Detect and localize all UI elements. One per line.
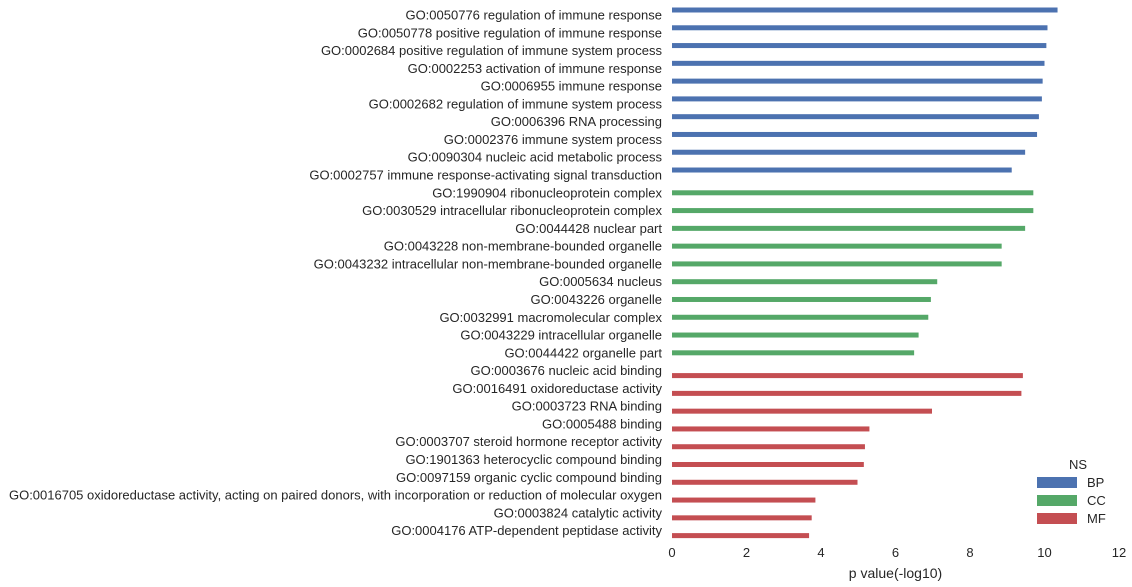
legend-title: NS	[1069, 457, 1087, 472]
bar-bp	[672, 43, 1047, 49]
legend-label-cc: CC	[1087, 493, 1106, 508]
category-label: GO:0005488 binding	[542, 416, 662, 431]
category-label: GO:0002757 immune response-activating si…	[309, 168, 662, 183]
bar-mf	[672, 533, 810, 539]
category-label: GO:0043229 intracellular organelle	[460, 328, 662, 343]
category-label: GO:0003676 nucleic acid binding	[470, 363, 662, 378]
bar-bp	[672, 114, 1039, 120]
bar-cc	[672, 225, 1026, 231]
category-label: GO:0044422 organelle part	[504, 345, 662, 360]
category-label: GO:0002376 immune system process	[444, 132, 663, 147]
category-label: GO:0006955 immune response	[481, 79, 662, 94]
legend-label-mf: MF	[1087, 511, 1106, 526]
bar-bp	[672, 131, 1038, 137]
bar-cc	[672, 314, 929, 320]
bar-cc	[672, 332, 919, 338]
x-tick-label: 10	[1037, 545, 1051, 560]
category-label: GO:1990904 ribonucleoprotein complex	[432, 185, 662, 200]
x-tick-label: 4	[817, 545, 824, 560]
category-label: GO:1901363 heterocyclic compound binding	[405, 452, 662, 467]
category-label: GO:0002684 positive regulation of immune…	[321, 43, 663, 58]
bar-mf	[672, 515, 812, 521]
category-label: GO:0044428 nuclear part	[515, 221, 662, 236]
category-label: GO:0003723 RNA binding	[512, 399, 662, 414]
bar-mf	[672, 390, 1022, 396]
x-tick-label: 12	[1112, 545, 1126, 560]
x-tick-label: 2	[743, 545, 750, 560]
bar-cc	[672, 190, 1034, 196]
category-label: GO:0043232 intracellular non-membrane-bo…	[314, 256, 662, 271]
x-tick-label: 8	[966, 545, 973, 560]
bar-bp	[672, 25, 1048, 31]
bar-cc	[672, 208, 1034, 214]
legend-swatch-cc	[1037, 495, 1077, 506]
category-label: GO:0016705 oxidoreductase activity, acti…	[9, 488, 662, 503]
bar-bp	[672, 7, 1058, 13]
legend-swatch-bp	[1037, 477, 1077, 488]
bar-mf	[672, 462, 864, 467]
category-label: GO:0005634 nucleus	[539, 274, 662, 289]
category-label: GO:0002253 activation of immune response	[408, 61, 662, 76]
category-label: GO:0043228 non-membrane-bounded organell…	[384, 239, 662, 254]
bar-mf	[672, 497, 816, 503]
bar-mf	[672, 479, 858, 485]
category-label: GO:0050778 positive regulation of immune…	[358, 25, 662, 40]
bar-cc	[672, 243, 1002, 249]
bar-mf	[672, 426, 870, 432]
bar-bp	[672, 60, 1045, 66]
x-tick-label: 6	[892, 545, 899, 560]
bar-cc	[672, 296, 931, 302]
x-tick-labels: 0 2 4 6 8 10 12	[668, 545, 1126, 560]
bar-bp	[672, 167, 1012, 173]
bar-mf	[672, 444, 865, 450]
category-label: GO:0030529 intracellular ribonucleoprote…	[362, 203, 662, 218]
x-axis-title: p value(-log10)	[849, 565, 942, 581]
category-label: GO:0097159 organic cyclic compound bindi…	[396, 470, 662, 485]
category-label: GO:0090304 nucleic acid metabolic proces…	[408, 150, 663, 165]
bar-mf	[672, 408, 932, 414]
bars-layer	[672, 7, 1058, 539]
bar-bp	[672, 149, 1026, 155]
category-label: GO:0016491 oxidoreductase activity	[452, 381, 662, 396]
bar-cc	[672, 350, 915, 356]
category-label: GO:0032991 macromolecular complex	[439, 310, 662, 325]
category-label: GO:0004176 ATP-dependent peptidase activ…	[391, 523, 662, 538]
category-label: GO:0003824 catalytic activity	[494, 505, 663, 520]
legend-items: BP CC MF	[1037, 475, 1106, 526]
category-label: GO:0002682 regulation of immune system p…	[369, 96, 663, 111]
legend-label-bp: BP	[1087, 475, 1104, 490]
legend: NS BP CC MF	[1037, 457, 1106, 526]
category-label: GO:0043226 organelle	[530, 292, 662, 307]
legend-swatch-mf	[1037, 513, 1077, 524]
category-labels: GO:0050776 regulation of immune response…	[9, 8, 663, 539]
category-label: GO:0003707 steroid hormone receptor acti…	[395, 434, 662, 449]
bar-bp	[672, 78, 1043, 84]
x-tick-label: 0	[668, 545, 675, 560]
category-label: GO:0050776 regulation of immune response	[405, 8, 662, 23]
bar-bp	[672, 96, 1042, 102]
bar-cc	[672, 279, 938, 285]
bar-mf	[672, 373, 1023, 379]
category-label: GO:0006396 RNA processing	[491, 114, 662, 129]
bar-cc	[672, 261, 1002, 267]
